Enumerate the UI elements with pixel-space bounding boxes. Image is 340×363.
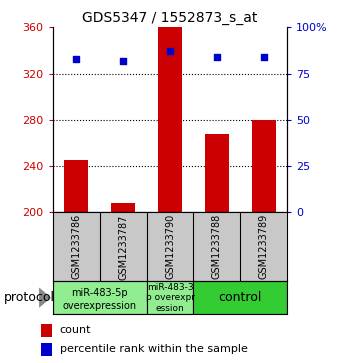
Polygon shape [39, 287, 51, 308]
Bar [205, 134, 229, 212]
Text: GSM1233790: GSM1233790 [165, 214, 175, 280]
Point [73, 56, 79, 62]
Text: percentile rank within the sample: percentile rank within the sample [59, 344, 248, 354]
Bar [158, 27, 182, 212]
Bar [65, 160, 88, 212]
Bar [41, 343, 52, 356]
Text: GSM1233787: GSM1233787 [118, 214, 128, 280]
Text: control: control [219, 291, 262, 304]
Text: GSM1233786: GSM1233786 [71, 214, 81, 280]
Point [214, 54, 220, 60]
Point [167, 48, 173, 54]
Text: count: count [59, 325, 91, 335]
Bar [53, 281, 147, 314]
Bar [41, 324, 52, 337]
Bar [193, 281, 287, 314]
Text: protocol: protocol [3, 291, 54, 304]
Text: GSM1233789: GSM1233789 [259, 214, 269, 280]
Bar [252, 120, 276, 212]
Bar [147, 281, 193, 314]
Text: miR-483-5p: miR-483-5p [71, 288, 128, 298]
Point [120, 58, 126, 64]
Text: GSM1233788: GSM1233788 [212, 214, 222, 280]
Text: miR-483-3
p overexpr
ession: miR-483-3 p overexpr ession [146, 283, 194, 313]
Text: overexpression: overexpression [63, 301, 137, 311]
Point [261, 54, 267, 60]
Title: GDS5347 / 1552873_s_at: GDS5347 / 1552873_s_at [82, 11, 258, 25]
Bar [112, 203, 135, 212]
